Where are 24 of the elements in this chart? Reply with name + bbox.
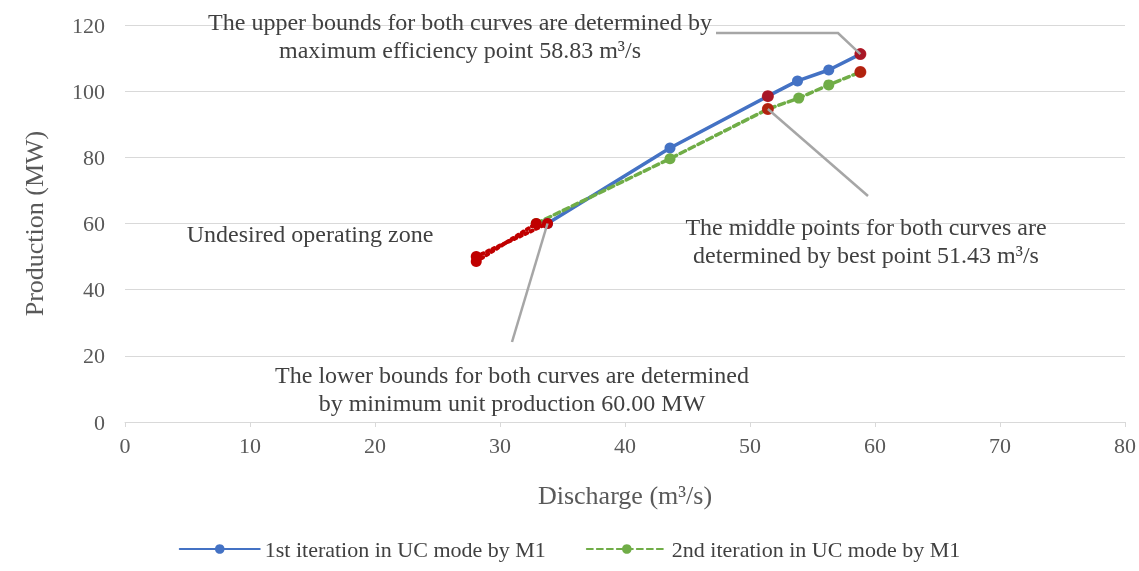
- annotation: The lower bounds for both curves are determined by minimum unit production 60.00 MW: [275, 362, 749, 416]
- y-tick-label: 100: [72, 78, 105, 104]
- annotation: The middle points for both curves are determined by best point 51.43 m³/s: [685, 214, 1047, 268]
- y-tick-label: 40: [83, 277, 105, 303]
- x-tick-label: 30: [489, 432, 511, 458]
- x-tick-label: 50: [739, 432, 761, 458]
- legend-label: 1st iteration in UC mode by M1: [264, 536, 546, 562]
- annotation: Undesired operating zone: [186, 221, 434, 247]
- y-tick-label: 60: [83, 211, 105, 236]
- y-tick-label: 120: [72, 12, 105, 38]
- x-axis-title: Discharge (m³/s): [537, 480, 713, 510]
- y-tick-label: 20: [83, 343, 105, 369]
- x-tick-label: 0: [119, 432, 131, 458]
- annotation: The upper bounds for both curves are determined by maximum efficiency point 58.83 m³/s: [208, 9, 712, 63]
- x-tick-label: 60: [864, 432, 886, 458]
- x-tick-label: 20: [364, 432, 386, 458]
- y-tick-label: 0: [94, 409, 105, 435]
- y-axis-title: Production (MW): [19, 130, 49, 317]
- x-tick-label: 10: [239, 432, 261, 458]
- legend-label: 2nd iteration in UC mode by M1: [671, 536, 961, 562]
- x-tick-label: 40: [614, 432, 636, 458]
- x-tick-label: 80: [1114, 432, 1136, 458]
- y-tick-label: 80: [83, 144, 105, 170]
- x-tick-label: 70: [989, 432, 1011, 458]
